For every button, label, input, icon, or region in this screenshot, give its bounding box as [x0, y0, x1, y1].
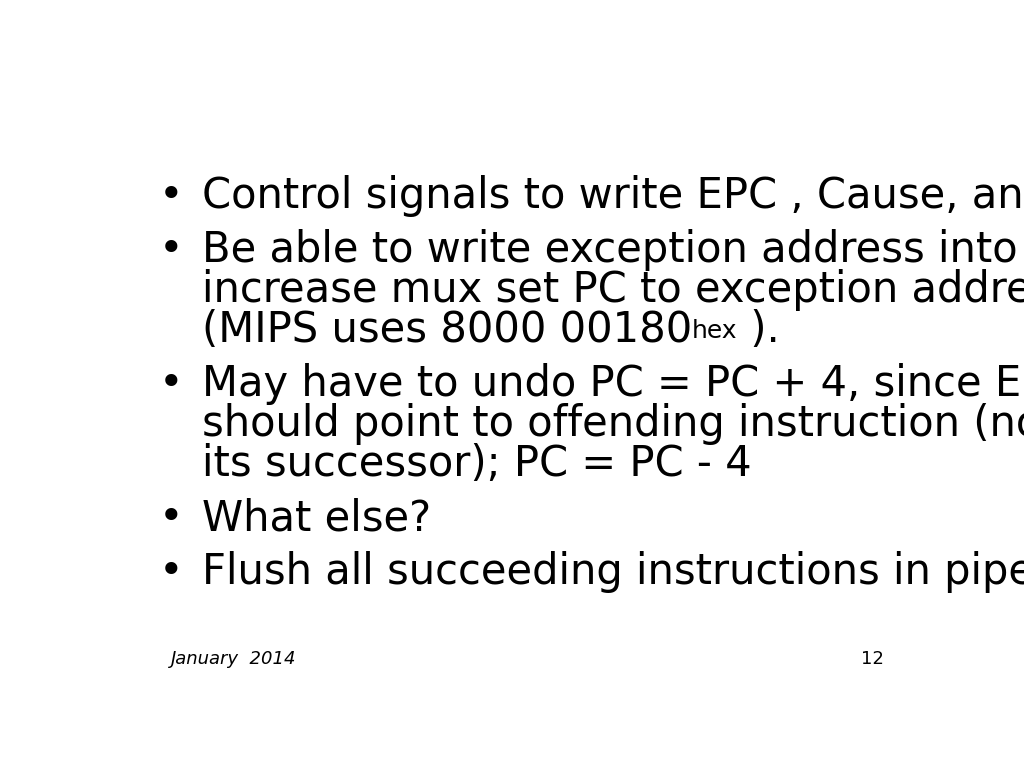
Text: increase mux set PC to exception address: increase mux set PC to exception address	[202, 270, 1024, 311]
Text: (MIPS uses 8000 00180: (MIPS uses 8000 00180	[202, 310, 692, 351]
Text: Be able to write exception address into PC,: Be able to write exception address into …	[202, 229, 1024, 271]
Text: •: •	[159, 497, 183, 539]
Text: •: •	[159, 175, 183, 217]
FancyBboxPatch shape	[903, 743, 986, 756]
Text: hex: hex	[692, 319, 737, 343]
Text: What else?: What else?	[202, 497, 431, 539]
Text: its successor); PC = PC - 4: its successor); PC = PC - 4	[202, 443, 752, 485]
Text: Flush all succeeding instructions in pipeline: Flush all succeeding instructions in pip…	[202, 551, 1024, 593]
Text: •: •	[159, 551, 183, 593]
Text: May have to undo PC = PC + 4, since EPC: May have to undo PC = PC + 4, since EPC	[202, 363, 1024, 406]
Text: Control signals to write EPC , Cause, and Status: Control signals to write EPC , Cause, an…	[202, 175, 1024, 217]
Text: ).: ).	[737, 310, 780, 351]
FancyBboxPatch shape	[933, 705, 947, 745]
Text: January  2014: January 2014	[171, 650, 296, 668]
Text: 12: 12	[861, 650, 884, 668]
Text: •: •	[159, 229, 183, 271]
Text: should point to offending instruction (not to: should point to offending instruction (n…	[202, 403, 1024, 445]
Text: •: •	[159, 363, 183, 406]
